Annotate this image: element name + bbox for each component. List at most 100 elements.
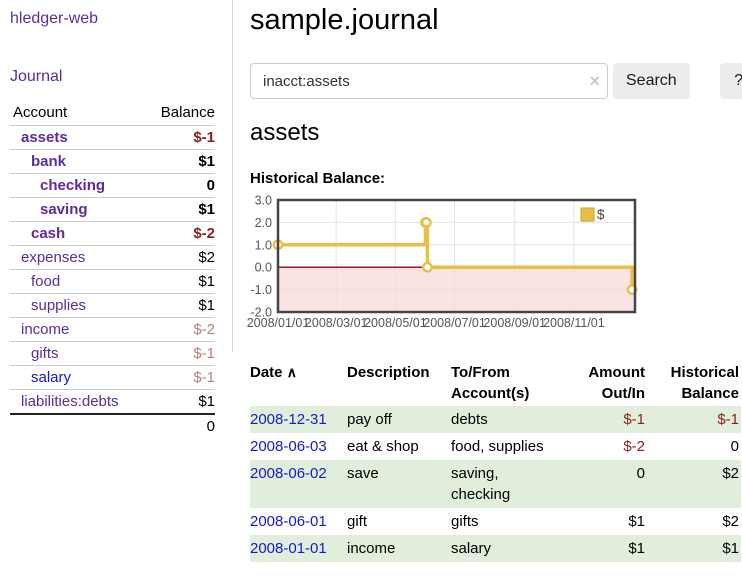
accounts-total-value: 0	[144, 413, 215, 438]
help-button[interactable]: ?	[719, 63, 742, 99]
transaction-row: 2008-06-03 eat & shop food, supplies $-2 0	[250, 433, 741, 460]
x-tick-label: 2008/07/01	[423, 316, 486, 330]
data-point-marker	[421, 261, 433, 273]
account-row: supplies $1	[10, 293, 215, 318]
plot-border	[276, 198, 637, 314]
account-balance: $1	[144, 389, 215, 414]
register-header-amount: Amount Out/In	[588, 364, 645, 402]
legend-label: $	[597, 207, 605, 222]
account-heading: assets	[250, 119, 320, 146]
account-balance: $-2	[144, 221, 215, 246]
accounts-total-row: 0	[10, 413, 215, 438]
account-link[interactable]: bank	[31, 153, 67, 170]
transaction-date-link[interactable]: 2008-12-31	[250, 411, 327, 428]
search-button[interactable]: Search	[613, 63, 690, 99]
app-title-link[interactable]: hledger-web	[10, 10, 99, 27]
account-link[interactable]: food	[31, 273, 61, 290]
clear-search-icon[interactable]: ×	[589, 71, 600, 91]
historical-balance-chart[interactable]: $3.0 2.0 1.0 0.0 -1.0 -2.0 2008/01/01 2008/03/0…	[247, 194, 640, 336]
transaction-accounts: saving, checking	[451, 465, 511, 503]
transaction-balance: 0	[730, 438, 739, 455]
account-link[interactable]: supplies	[31, 297, 87, 314]
transaction-amount: $-2	[623, 438, 645, 455]
account-balance: 0	[144, 173, 215, 198]
transaction-date-link[interactable]: 2008-01-01	[250, 540, 327, 557]
transaction-balance: $2	[722, 513, 739, 530]
transaction-date-link[interactable]: 2008-06-01	[250, 513, 327, 530]
account-balance: $-1	[144, 365, 215, 390]
account-row: cash $-2	[10, 221, 215, 246]
transaction-accounts: gifts	[451, 513, 479, 530]
register-header-date[interactable]: Date ∧	[250, 364, 297, 381]
accounts-table: Account Balance assets $-1 bank $1 checking 0…	[10, 101, 215, 438]
transaction-amount: $1	[628, 540, 645, 557]
transaction-accounts: salary	[451, 540, 492, 557]
y-tick-label: -1.0	[250, 283, 272, 297]
transaction-row: 2008-06-01 gift gifts $1 $2	[250, 508, 741, 535]
account-row: food $1	[10, 269, 215, 294]
account-balance: $2	[144, 245, 215, 270]
y-tick-label: 3.0	[255, 194, 272, 208]
transaction-row: 2008-12-31 pay off debts $-1 $-1	[250, 406, 741, 433]
account-link[interactable]: cash	[31, 225, 66, 242]
y-tick-label: -2.0	[250, 306, 272, 320]
transaction-amount: $1	[628, 513, 645, 530]
register-table: Date ∧ Description To/From Account(s) Am…	[250, 360, 741, 562]
x-tick-label: 2008/11/01	[543, 316, 605, 330]
balance-chart-svg: $3.0 2.0 1.0 0.0 -1.0 -2.02008/01/012008/03/0…	[247, 194, 638, 330]
y-tick-label: 2.0	[255, 216, 272, 230]
sidebar: hledger-web Journal Account Balance asse…	[0, 0, 233, 562]
register-header-balance: Historical Balance	[670, 364, 739, 402]
chart-section-label: Historical Balance:	[250, 170, 386, 187]
account-row: salary $-1	[10, 365, 215, 390]
transaction-row: 2008-01-01 income salary $1 $1	[250, 535, 741, 562]
transaction-date-link[interactable]: 2008-06-02	[250, 465, 327, 482]
account-balance: $1	[144, 293, 215, 318]
transaction-balance: $2	[722, 465, 739, 482]
transaction-date-link[interactable]: 2008-06-03	[250, 438, 327, 455]
account-link[interactable]: saving	[40, 201, 88, 218]
transaction-row: 2008-06-02 save saving, checking 0 $2	[250, 460, 741, 508]
account-row: income $-2	[10, 317, 215, 342]
search-input[interactable]	[250, 63, 608, 99]
negative-region	[279, 267, 634, 311]
transaction-amount: 0	[636, 465, 645, 482]
register-header-description: Description	[347, 364, 430, 381]
account-row: checking 0	[10, 173, 215, 198]
x-tick-label: 2008/03/01	[305, 316, 368, 330]
transaction-balance: $-1	[717, 411, 739, 428]
account-balance: $-2	[144, 317, 215, 342]
sidebar-item-journal[interactable]: Journal	[10, 68, 63, 85]
transaction-balance: $1	[722, 540, 739, 557]
sidebar-divider	[232, 0, 233, 352]
page-title: sample.journal	[250, 4, 439, 36]
account-row: expenses $2	[10, 245, 215, 270]
account-row: assets $-1	[10, 125, 215, 150]
legend-swatch	[580, 207, 595, 222]
account-link[interactable]: liabilities:debts	[21, 393, 119, 410]
x-tick-label: 2008/05/01	[364, 316, 427, 330]
x-tick-label: 2008/09/01	[483, 316, 546, 330]
account-balance: $-1	[144, 125, 215, 150]
account-row: liabilities:debts $1	[10, 389, 215, 414]
account-balance: $1	[144, 149, 215, 174]
account-link[interactable]: expenses	[21, 249, 86, 266]
account-link[interactable]: assets	[21, 129, 68, 146]
transaction-description: pay off	[347, 411, 392, 428]
account-link[interactable]: salary	[31, 369, 72, 386]
account-balance: $1	[144, 269, 215, 294]
y-tick-label: 0.0	[255, 261, 272, 275]
transaction-amount: $-1	[623, 411, 645, 428]
account-link[interactable]: income	[21, 321, 70, 338]
transaction-accounts: debts	[451, 411, 488, 428]
register-header-accounts: To/From Account(s)	[451, 364, 530, 402]
page: hledger-web Journal Account Balance asse…	[0, 0, 742, 562]
account-row: saving $1	[10, 197, 215, 222]
account-link[interactable]: checking	[40, 177, 106, 194]
account-balance: $-1	[144, 341, 215, 366]
search-form: × Search ?	[250, 63, 742, 99]
transaction-description: gift	[347, 513, 368, 530]
data-point-marker	[421, 217, 432, 228]
account-link[interactable]: gifts	[31, 345, 59, 362]
transaction-description: income	[347, 540, 396, 557]
